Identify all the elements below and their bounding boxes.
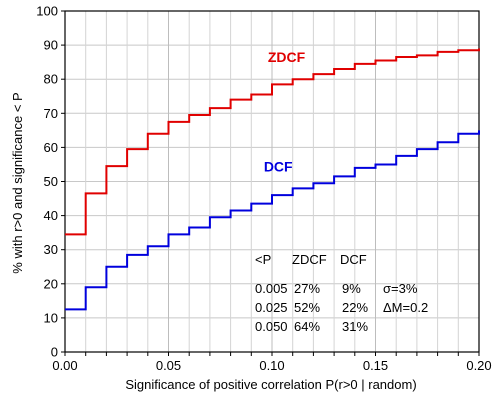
annotation-cell: 27%: [294, 281, 320, 296]
y-tick-label: 20: [44, 276, 58, 291]
series-group: [65, 48, 480, 311]
x-tick-label: 0.15: [363, 358, 388, 373]
y-tick-label: 60: [44, 140, 58, 155]
annotation-table: <P ZDCF DCF 0.005 27% 9% σ=3% 0.025 52% 22% ΔM=0.2…: [255, 252, 428, 334]
y-tick-label: 70: [44, 106, 58, 121]
y-tick-label: 50: [44, 174, 58, 189]
series-label-zdcf: ZDCF: [268, 49, 306, 65]
y-tick-label: 40: [44, 208, 58, 223]
x-axis-label: Significance of positive correlation P(r…: [125, 377, 416, 392]
series-label-dcf: DCF: [264, 158, 293, 174]
annotation-cell: 52%: [294, 300, 320, 315]
y-axis-label: % with r>0 and significance < P: [10, 92, 25, 273]
annotation-cell: 0.050: [255, 319, 288, 334]
annotation-cell: 31%: [342, 319, 368, 334]
y-tick-label: 30: [44, 242, 58, 257]
annotation-cell: 0.005: [255, 281, 288, 296]
x-tick-label: 0.05: [156, 358, 181, 373]
y-tick-label: 0: [51, 345, 58, 360]
y-tick-label: 80: [44, 72, 58, 87]
x-tick-label: 0.00: [52, 358, 77, 373]
series-line-zdcf: [65, 48, 480, 236]
annotation-header-cell: ZDCF: [292, 252, 327, 267]
annotation-cell: 64%: [294, 319, 320, 334]
x-tick-label: 0.10: [259, 358, 284, 373]
annotation-header-cell: DCF: [340, 252, 367, 267]
series-labels: ZDCF DCF: [264, 49, 306, 174]
axes: [61, 10, 480, 356]
annotation-cell: 22%: [342, 300, 368, 315]
tick-labels: 0 10 20 30 40 50 60 70 80 90 100 0.00 0.05 0.10 0.15 0.…: [36, 4, 491, 374]
annotation-cell: 9%: [342, 281, 361, 296]
y-tick-label: 100: [36, 4, 58, 19]
series-line-dcf: [65, 130, 480, 311]
y-tick-label: 90: [44, 38, 58, 53]
annotation-header-cell: <P: [255, 252, 271, 267]
x-tick-label: 0.20: [466, 358, 491, 373]
annotation-cell: σ=3%: [383, 281, 418, 296]
annotation-cell: ΔM=0.2: [383, 300, 428, 315]
annotation-cell: 0.025: [255, 300, 288, 315]
y-tick-label: 10: [44, 310, 58, 325]
